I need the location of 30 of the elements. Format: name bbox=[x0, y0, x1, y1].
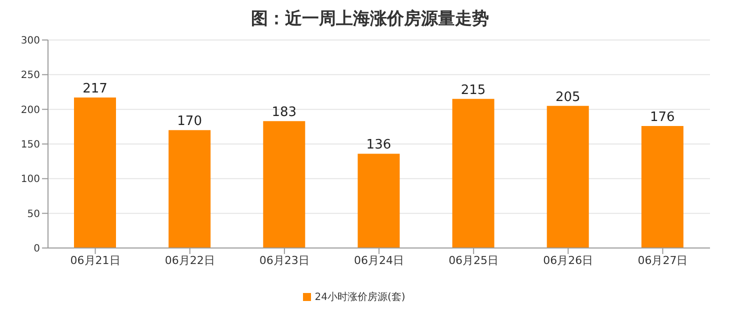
x-tick-label: 06月27日 bbox=[638, 254, 688, 267]
data-label: 183 bbox=[272, 105, 297, 120]
bar bbox=[168, 130, 211, 248]
chart-title: 图：近一周上海涨价房源量走势 bbox=[250, 8, 490, 31]
bar bbox=[641, 126, 684, 248]
data-label: 136 bbox=[366, 138, 392, 153]
y-tick-label: 250 bbox=[20, 70, 40, 82]
bar bbox=[452, 98, 494, 248]
data-label: 215 bbox=[460, 82, 486, 98]
data-label: 176 bbox=[650, 110, 675, 125]
bar bbox=[546, 106, 589, 248]
x-tick-label: 06月24日 bbox=[354, 254, 404, 267]
legend-label: 24小时涨价房源(套) bbox=[314, 292, 406, 303]
bar bbox=[263, 121, 306, 248]
y-tick-label: 300 bbox=[20, 36, 40, 47]
data-label: 217 bbox=[82, 82, 108, 97]
bar bbox=[358, 154, 400, 248]
y-tick-label: 100 bbox=[20, 174, 40, 186]
data-label: 205 bbox=[555, 90, 580, 105]
y-tick-label: 150 bbox=[20, 140, 40, 151]
bar bbox=[74, 98, 116, 248]
data-label: 170 bbox=[177, 114, 202, 130]
x-tick-label: 06月21日 bbox=[70, 254, 120, 267]
x-tick-label: 06月23日 bbox=[259, 254, 310, 267]
y-tick-label: 200 bbox=[20, 104, 40, 116]
x-tick-label: 06月22日 bbox=[164, 254, 215, 267]
y-tick-label: 50 bbox=[27, 208, 40, 220]
y-tick-label: 0 bbox=[34, 244, 40, 255]
x-tick-label: 06月25日 bbox=[448, 254, 499, 267]
x-tick-label: 06月26日 bbox=[543, 254, 594, 267]
